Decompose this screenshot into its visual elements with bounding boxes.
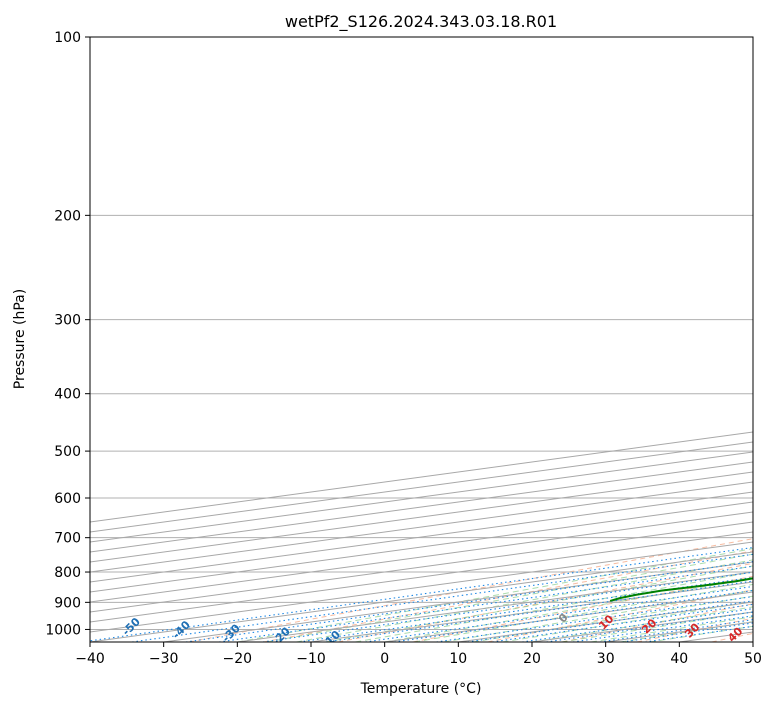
y-tick-label: 200 xyxy=(54,208,81,224)
isotherm-line xyxy=(90,451,753,543)
x-tick-label: 30 xyxy=(597,651,615,667)
dry-adiabat-line xyxy=(487,589,753,642)
background-lines xyxy=(188,538,753,642)
x-tick-label: 50 xyxy=(744,651,762,667)
mixing-ratio-line xyxy=(299,576,753,642)
y-axis-title: Pressure (hPa) xyxy=(12,289,28,389)
isotherm-line xyxy=(90,461,753,553)
dry-adiabat-line xyxy=(263,550,753,642)
moist-adiabat-line xyxy=(355,571,753,642)
chart-title: wetPf2_S126.2024.343.03.18.R01 xyxy=(285,12,557,32)
x-tick-label: 20 xyxy=(523,651,541,667)
y-tick-label: 900 xyxy=(54,595,81,611)
mixing-ratio-lines xyxy=(90,546,753,642)
x-tick-label: 10 xyxy=(449,651,467,667)
x-tick-label: 40 xyxy=(670,651,688,667)
mixing-ratio-line xyxy=(131,553,753,642)
x-tick-label: −40 xyxy=(75,651,105,667)
y-tick-label: 100 xyxy=(54,30,81,46)
mixing-ratio-line xyxy=(262,571,753,642)
isotherm-line xyxy=(90,481,753,573)
x-tick-label: −10 xyxy=(296,651,326,667)
isotherm-line xyxy=(90,491,753,583)
moist-adiabat-line xyxy=(473,595,753,642)
y-tick-label: 400 xyxy=(54,387,81,403)
y-tick-label: 1000 xyxy=(45,622,81,638)
x-axis: −40 −30 −20 −10 0 10 20 30 40 50 xyxy=(75,642,762,667)
x-tick-label: −30 xyxy=(149,651,179,667)
y-axis: 100 200 300 400 500 600 700 800 900 1000 xyxy=(45,30,90,638)
y-tick-label: 600 xyxy=(54,491,81,507)
mixing-ratio-line xyxy=(185,561,753,642)
x-tick-label: 0 xyxy=(380,651,389,667)
isotherm-line xyxy=(90,511,753,603)
isotherm-line xyxy=(90,521,753,613)
dry-adiabat-line xyxy=(412,575,753,642)
x-axis-title: Temperature (°C) xyxy=(360,681,482,697)
y-tick-label: 800 xyxy=(54,565,81,581)
plot-frame xyxy=(89,36,754,643)
y-tick-label: 300 xyxy=(54,313,81,329)
y-tick-label: 700 xyxy=(54,531,81,547)
moist-adiabat-line xyxy=(237,548,753,642)
moist-adiabat-line xyxy=(325,565,753,642)
x-tick-label: −20 xyxy=(223,651,253,667)
isotherm-line xyxy=(90,471,753,563)
isotherm-line xyxy=(90,501,753,593)
mixing-ratio-line xyxy=(218,565,753,642)
y-tick-label: 500 xyxy=(54,444,81,460)
isotherm-line xyxy=(90,531,753,623)
moist-adiabat-line xyxy=(414,583,753,642)
